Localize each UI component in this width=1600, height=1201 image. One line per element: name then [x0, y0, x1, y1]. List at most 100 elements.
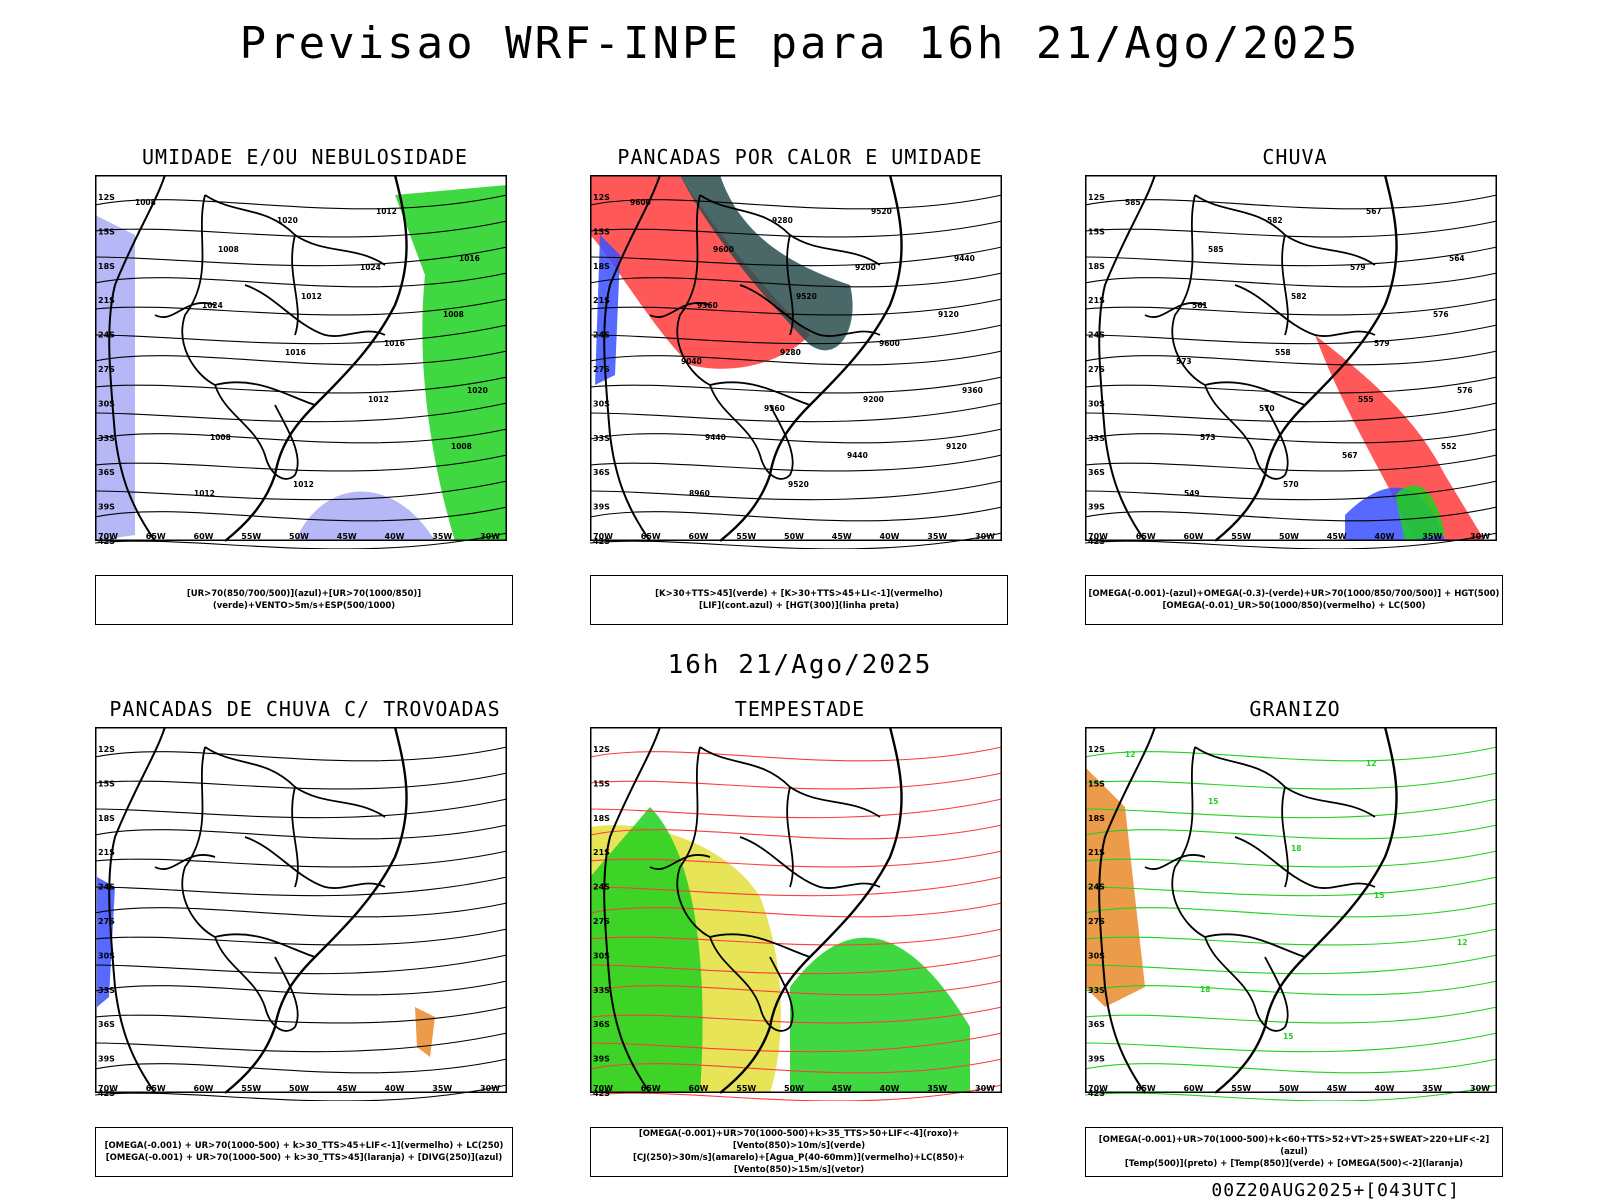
lon-label: 35W — [1422, 1084, 1442, 1093]
lat-label: 12S — [98, 193, 115, 202]
contour-line — [95, 194, 508, 210]
country-border — [154, 854, 216, 870]
contour-label: 18 — [1291, 844, 1301, 853]
contour-line — [95, 350, 508, 366]
contour-line — [590, 772, 1003, 790]
lat-label: 36S — [593, 1020, 610, 1029]
lon-label: 40W — [385, 1084, 405, 1093]
lat-label: 36S — [593, 468, 610, 477]
lon-label: 45W — [1327, 1084, 1347, 1093]
contour-line — [590, 194, 1003, 210]
lon-label: 60W — [689, 532, 709, 541]
lon-label: 45W — [832, 532, 852, 541]
lon-label: 40W — [1375, 1084, 1395, 1093]
map-layers: 9600 9600 9520 9600 9360 9440 9520 9520 9440 9360… — [590, 175, 1003, 549]
contour-label: 1024 — [202, 301, 223, 310]
lon-label: 30W — [480, 532, 500, 541]
lon-label: 65W — [1136, 1084, 1156, 1093]
contour-line — [590, 402, 1003, 423]
country-border — [786, 234, 794, 336]
contour-label: 561 — [1192, 301, 1208, 310]
contour-line — [1085, 428, 1498, 444]
country-border — [244, 284, 386, 337]
panel-title: GRANIZO — [1249, 697, 1341, 721]
lat-label: 15S — [593, 779, 610, 788]
lon-label: 60W — [1184, 1084, 1204, 1093]
contour-label: 570 — [1283, 480, 1299, 489]
lat-label: 42S — [593, 537, 610, 546]
country-border — [1204, 936, 1289, 1032]
contour-label: 1016 — [384, 339, 405, 348]
lat-label: 24S — [98, 883, 115, 892]
contour-line — [1085, 298, 1498, 316]
lat-label: 21S — [98, 848, 115, 857]
lon-label: 60W — [689, 1084, 709, 1093]
contour-label: 1016 — [285, 348, 306, 357]
country-border — [1144, 854, 1206, 870]
lat-label: 24S — [1088, 883, 1105, 892]
map-pancadas-calor: 9600 9600 9520 9600 9360 9440 9520 9520 9440 9360… — [590, 175, 1003, 549]
country-border — [154, 302, 216, 318]
contour-label: 552 — [1441, 442, 1457, 451]
map-border — [95, 727, 507, 1093]
contour-line — [590, 324, 1003, 345]
contour-label: 9280 — [780, 348, 801, 357]
contour-line — [1085, 324, 1498, 345]
contour-label: 12 — [1457, 938, 1467, 947]
country-border — [649, 302, 711, 318]
contour-line — [95, 402, 508, 423]
country-border — [649, 854, 711, 870]
country-border — [1204, 384, 1289, 480]
contour-line — [1085, 454, 1498, 472]
panel-title: PANCADAS DE CHUVA C/ TROVOADAS — [109, 697, 501, 721]
contour-label: 12 — [1366, 759, 1376, 768]
contour-label: 564 — [1449, 254, 1465, 263]
contour-label: 9360 — [697, 301, 718, 310]
lat-label: 36S — [98, 468, 115, 477]
lon-label: 65W — [146, 1084, 166, 1093]
contour-line — [1085, 350, 1498, 366]
contour-line — [590, 850, 1003, 868]
country-border — [709, 381, 811, 406]
contour-label: 1020 — [467, 386, 488, 395]
coastline — [224, 175, 408, 542]
lon-label: 40W — [880, 1084, 900, 1093]
lat-label: 12S — [98, 745, 115, 754]
country-border — [1281, 786, 1289, 888]
contour-line — [95, 220, 508, 238]
contour-line — [1085, 954, 1498, 975]
lat-label: 21S — [1088, 848, 1105, 857]
country-border — [1204, 933, 1306, 958]
country-border — [214, 381, 316, 406]
map-chuva: 585 585 582 579 576 573 570 567 564 561 558 555 552 5… — [1085, 175, 1498, 549]
legend-line: [CJ(250)>30m/s](amarelo)+[Agua_P(40-60mm… — [632, 1153, 966, 1175]
country-border — [676, 746, 711, 938]
legend-line: [OMEGA(-0.001)+UR>70(1000-500)+k<60+TTS>… — [1098, 1135, 1490, 1157]
contour-label: 582 — [1267, 216, 1283, 225]
contour-line — [590, 980, 1003, 996]
lon-label: 55W — [736, 1084, 756, 1093]
contour-line — [590, 876, 1003, 897]
country-border — [676, 194, 711, 386]
lon-label: 50W — [1279, 532, 1299, 541]
contour-line — [1085, 272, 1498, 288]
lon-label: 30W — [480, 1084, 500, 1093]
contour-line — [95, 824, 508, 840]
contour-label: 1008 — [218, 245, 239, 254]
contour-label: 1024 — [360, 263, 381, 272]
contour-label: 576 — [1457, 386, 1473, 395]
lat-label: 30S — [98, 399, 115, 408]
contour-line — [1085, 980, 1498, 996]
lat-label: 30S — [593, 399, 610, 408]
lat-label: 42S — [98, 537, 115, 546]
coastline — [603, 175, 661, 542]
lat-label: 42S — [1088, 537, 1105, 546]
lon-label: 45W — [1327, 532, 1347, 541]
contour-label: 1008 — [451, 442, 472, 451]
contour-line — [590, 480, 1003, 501]
lat-label: 18S — [1088, 814, 1105, 823]
lon-label: 35W — [432, 1084, 452, 1093]
contour-label: 18 — [1200, 985, 1210, 994]
contour-label: 9200 — [863, 395, 884, 404]
